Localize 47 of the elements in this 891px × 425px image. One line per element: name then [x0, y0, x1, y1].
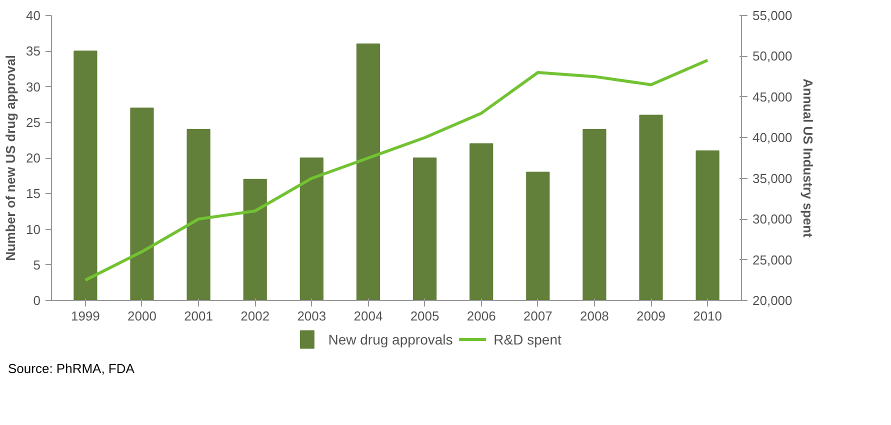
- bar: [412, 158, 437, 300]
- y2-tick-label: 50,000: [752, 48, 792, 64]
- x-tick-label: 2003: [297, 308, 326, 324]
- bar: [300, 158, 324, 300]
- x-tick-label: 2002: [240, 308, 270, 324]
- y2-tick-label: 20,000: [752, 293, 792, 308]
- bar: [130, 108, 154, 300]
- legend-label: New drug approvals: [328, 332, 453, 348]
- y-tick-label: 5: [33, 257, 41, 272]
- line-series: [84, 58, 710, 282]
- y-tick-label: 25: [26, 114, 41, 130]
- y-tick-label: 30: [26, 79, 41, 94]
- bar: [526, 172, 550, 300]
- x-tick-label: 2005: [410, 308, 440, 324]
- y2-tick-label: 40,000: [752, 130, 792, 146]
- y-tick-label: 0: [33, 293, 41, 308]
- x-tick-label: 2004: [354, 308, 383, 324]
- bar: [696, 150, 720, 300]
- y2-tick-label: 30,000: [752, 212, 792, 227]
- y2-axis-title: Annual US Industry spent: [800, 78, 816, 238]
- y-tick-label: 10: [26, 222, 41, 237]
- y2-tick-label: 25,000: [752, 252, 792, 268]
- bar: [186, 129, 210, 300]
- x-tick-label: 2000: [128, 308, 156, 324]
- x-tick-label: 2007: [523, 308, 552, 324]
- x-tick-label: 2010: [693, 308, 722, 324]
- x-tick-label: 2008: [580, 308, 609, 324]
- x-tick-label: 2006: [466, 308, 496, 324]
- bar: [470, 143, 494, 300]
- bar: [356, 44, 380, 300]
- bar: [639, 114, 663, 300]
- y-axis-title: Number of new US drug approval: [3, 55, 18, 261]
- y2-tick-label: 35,000: [752, 170, 792, 186]
- bar: [74, 50, 98, 300]
- bar: [243, 178, 267, 300]
- legend-label: R&D spent: [494, 332, 562, 348]
- y-tick-label: 35: [26, 44, 41, 59]
- x-tick-label: 1999: [70, 308, 100, 324]
- x-tick-label: 2009: [636, 308, 666, 324]
- source-note: Source: PhRMA, FDA: [8, 360, 134, 378]
- y-tick-label: 15: [26, 186, 41, 202]
- y2-tick-label: 55,000: [752, 8, 792, 23]
- y-tick-label: 20: [26, 150, 41, 166]
- x-tick-label: 2001: [184, 308, 214, 324]
- y2-tick-label: 45,000: [752, 89, 792, 104]
- bar: [582, 129, 606, 300]
- y-tick-label: 40: [26, 8, 41, 23]
